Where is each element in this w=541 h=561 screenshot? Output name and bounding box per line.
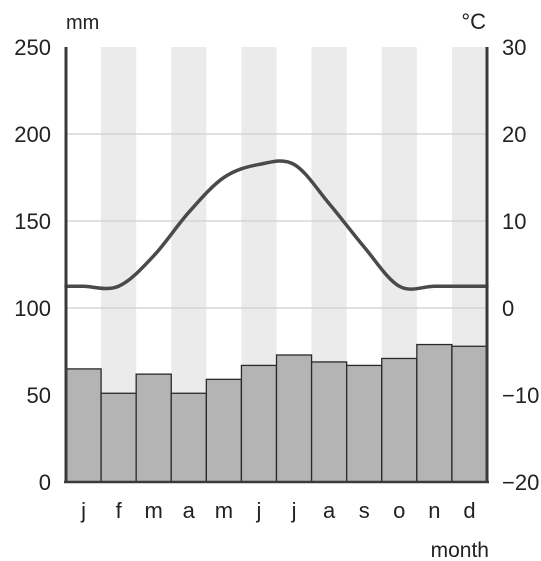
right-tick-label: 30 — [502, 35, 526, 60]
right-axis-unit: °C — [461, 9, 486, 34]
left-tick-label: 250 — [14, 35, 51, 60]
month-label: j — [291, 498, 297, 523]
month-label: a — [323, 498, 336, 523]
axes — [64, 47, 489, 484]
month-label: m — [215, 498, 233, 523]
precipitation-bar — [346, 364, 383, 483]
precipitation-bar — [240, 364, 278, 483]
month-label: j — [256, 498, 262, 523]
precipitation-bar — [310, 361, 348, 483]
left-tick-label: 200 — [14, 122, 51, 147]
precipitation-bar — [205, 378, 243, 483]
precipitation-bars — [65, 343, 488, 483]
precipitation-bar — [170, 392, 207, 483]
precipitation-bar — [451, 345, 488, 483]
precipitation-bar — [65, 368, 102, 483]
left-axis-unit: mm — [66, 12, 99, 34]
left-tick-label: 100 — [14, 296, 51, 321]
x-axis-label: month — [431, 539, 489, 561]
month-label: d — [463, 498, 475, 523]
right-tick-label: −10 — [502, 383, 539, 408]
month-label: f — [116, 498, 123, 523]
month-label: j — [80, 498, 86, 523]
precipitation-bar — [275, 354, 313, 483]
month-label: a — [183, 498, 196, 523]
right-tick-label: 10 — [502, 209, 526, 234]
precipitation-bar — [416, 343, 453, 483]
right-tick-label: 20 — [502, 122, 526, 147]
right-tick-labels: −20 −10 0 10 20 30 — [502, 35, 539, 495]
precipitation-bar — [381, 357, 418, 483]
left-tick-label: 150 — [14, 209, 51, 234]
left-tick-label: 50 — [27, 383, 51, 408]
precipitation-bar — [100, 392, 137, 483]
month-label: s — [359, 498, 370, 523]
right-tick-label: −20 — [502, 470, 539, 495]
left-tick-label: 0 — [39, 470, 51, 495]
left-tick-labels: 0 50 100 150 200 250 — [14, 35, 51, 495]
month-label: o — [393, 498, 405, 523]
temperature-line — [64, 159, 489, 291]
right-tick-label: 0 — [502, 296, 514, 321]
month-label: m — [145, 498, 163, 523]
month-label: n — [428, 498, 440, 523]
precipitation-bar — [135, 373, 172, 483]
